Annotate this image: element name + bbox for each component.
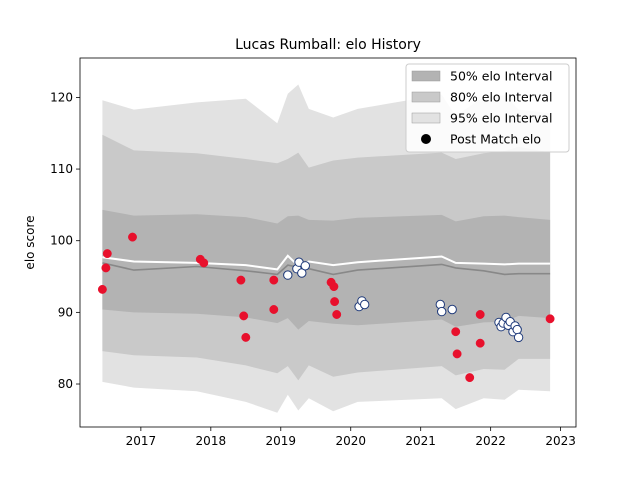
post-match-point-red — [236, 275, 246, 285]
x-tick-label: 2023 — [545, 434, 576, 448]
x-tick-label: 2019 — [266, 434, 297, 448]
x-tick-label: 2017 — [126, 434, 157, 448]
y-axis: 80 90 100 110 120 — [50, 90, 80, 391]
median-line — [102, 262, 551, 276]
legend-swatch — [411, 112, 441, 124]
post-match-point-blue — [447, 304, 457, 315]
legend: 50% elo Interval 80% elo Interval 95% elo … — [405, 63, 570, 153]
post-match-point-red — [269, 305, 279, 314]
axes-frame — [79, 57, 577, 428]
post-match-point-red — [452, 349, 462, 359]
chart-title: Lucas Rumball: elo History — [235, 37, 421, 53]
legend-box — [405, 63, 570, 153]
post-match-point-red — [465, 373, 475, 383]
post-match-point-red — [332, 310, 342, 319]
x-tick-label: 2018 — [196, 434, 227, 448]
post-match-point-blue — [300, 261, 310, 271]
post-match-point-red — [451, 327, 461, 337]
y-tick-label: 110 — [50, 162, 73, 176]
post-match-point-red — [269, 275, 279, 285]
legend-swatch — [411, 91, 441, 103]
post-match-point-red — [545, 314, 555, 324]
y-axis-label: elo score — [23, 215, 37, 269]
post-match-point-blue — [283, 270, 293, 280]
mean-line — [102, 254, 551, 271]
interval-bands — [102, 84, 551, 413]
post-match-point-red — [101, 263, 111, 273]
y-tick-label: 100 — [50, 234, 73, 248]
post-match-point-blue — [360, 299, 370, 310]
y-tick-label: 90 — [58, 305, 73, 319]
legend-swatch — [411, 70, 441, 82]
legend-marker — [421, 134, 431, 144]
post-match-point-blue — [512, 324, 522, 335]
x-tick-label: 2020 — [335, 434, 366, 448]
post-match-point-red — [102, 249, 112, 259]
post-match-point-red — [475, 310, 485, 319]
post-match-point-red — [239, 311, 249, 321]
post-match-point-red — [199, 258, 209, 268]
post-match-points — [97, 232, 555, 383]
post-match-point-red — [475, 338, 485, 348]
x-tick-label: 2022 — [475, 434, 506, 448]
post-match-point-blue — [513, 332, 524, 343]
band-50-interval — [102, 209, 551, 330]
plot-area — [97, 84, 555, 413]
legend-label: 50% elo Interval — [450, 69, 552, 84]
x-tick-label: 2021 — [405, 434, 436, 448]
post-match-point-blue — [437, 306, 447, 317]
post-match-point-red — [329, 282, 339, 292]
y-tick-label: 80 — [58, 377, 73, 391]
post-match-point-red — [241, 332, 251, 342]
legend-label: Post Match elo — [450, 132, 541, 147]
legend-label: 80% elo Interval — [450, 90, 552, 105]
post-match-point-red — [97, 284, 107, 294]
post-match-point-red — [330, 297, 340, 307]
x-axis: 2017 2018 2019 2020 2021 2022 2023 — [126, 427, 576, 448]
post-match-point-red — [128, 232, 137, 242]
center-lines — [102, 254, 551, 276]
y-tick-label: 120 — [50, 90, 73, 104]
legend-label: 95% elo Interval — [450, 111, 552, 126]
